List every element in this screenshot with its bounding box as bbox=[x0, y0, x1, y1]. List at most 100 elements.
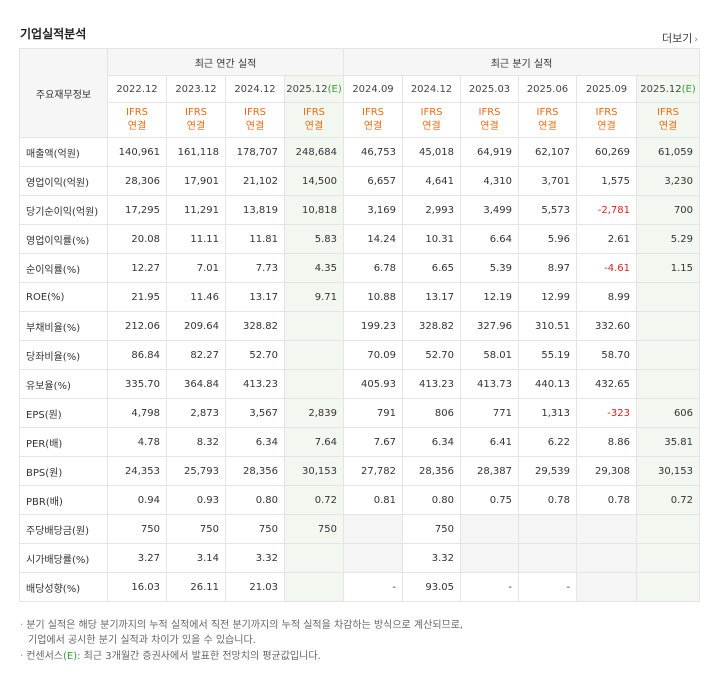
basis-type: 연결 bbox=[658, 121, 678, 132]
basis-header: IFRS 연결 bbox=[284, 102, 344, 138]
table-row: 당좌비율(%) 86.84 82.27 52.70 70.09 52.70 58.01 55.… bbox=[19, 340, 701, 370]
table-cell: 1,313 bbox=[518, 398, 577, 428]
table-cell bbox=[635, 514, 701, 544]
table-cell: 26.11 bbox=[166, 572, 226, 602]
period-label: 2025.12 bbox=[286, 83, 328, 95]
table-cell: 364.84 bbox=[166, 369, 226, 399]
table-cell: 806 bbox=[402, 398, 461, 428]
table-cell: 4,798 bbox=[107, 398, 167, 428]
table-cell: 161,118 bbox=[166, 137, 226, 167]
basis-standard: IFRS bbox=[420, 107, 443, 118]
table-cell: 0.72 bbox=[284, 485, 344, 515]
table-cell: 11.81 bbox=[225, 224, 285, 254]
estimate-mark: (E) bbox=[681, 83, 696, 95]
period-header: 2025.09 bbox=[576, 75, 637, 103]
basis-header: IFRS 연결 bbox=[166, 102, 226, 138]
table-cell: 3.32 bbox=[402, 543, 461, 573]
table-cell: 21.03 bbox=[225, 572, 285, 602]
annual-group-header: 최근 연간 실적 bbox=[107, 48, 344, 76]
table-cell: 28,306 bbox=[107, 166, 167, 196]
table-cell: 5,573 bbox=[518, 195, 577, 225]
estimate-mark: (E) bbox=[327, 83, 342, 95]
table-cell: 700 bbox=[635, 195, 701, 225]
table-cell: 3.14 bbox=[166, 543, 226, 573]
table-cell: 6.41 bbox=[460, 427, 519, 457]
more-link[interactable]: 더보기 › bbox=[662, 30, 698, 46]
table-cell: 17,295 bbox=[107, 195, 167, 225]
table-row: 시가배당률(%) 3.27 3.14 3.32 3.32 bbox=[19, 543, 701, 573]
table-row: EPS(원) 4,798 2,873 3,567 2,839 791 806 771 1,313… bbox=[19, 398, 701, 428]
table-cell: 3.27 bbox=[107, 543, 167, 573]
table-cell: 52.70 bbox=[402, 340, 461, 370]
section-title: 기업실적분석 bbox=[20, 27, 87, 41]
table-cell: 771 bbox=[460, 398, 519, 428]
row-label: 주당배당금(원) bbox=[19, 514, 108, 544]
table-cell bbox=[635, 543, 701, 573]
period-header: 2024.12 bbox=[402, 75, 461, 103]
table-cell: 7.73 bbox=[225, 253, 285, 283]
table-cell: 10.31 bbox=[402, 224, 461, 254]
table-cell bbox=[518, 514, 577, 544]
table-cell bbox=[576, 543, 637, 573]
row-label: 당좌비율(%) bbox=[19, 340, 108, 370]
footnote-line-3-prefix: 컨센서스 bbox=[26, 651, 63, 662]
more-label: 더보기 bbox=[662, 32, 693, 45]
basis-type: 연결 bbox=[538, 121, 557, 132]
table-cell: 310.51 bbox=[518, 311, 577, 341]
table-cell: 3,567 bbox=[225, 398, 285, 428]
table-cell: 750 bbox=[107, 514, 167, 544]
table-cell: 28,356 bbox=[225, 456, 285, 486]
period-label: 2025.06 bbox=[526, 83, 569, 95]
table-cell: 7.64 bbox=[284, 427, 344, 457]
row-label: BPS(원) bbox=[19, 456, 108, 486]
period-header: 2025.12(E) bbox=[284, 75, 344, 103]
table-cell: 12.19 bbox=[460, 282, 519, 312]
table-cell: 6.64 bbox=[460, 224, 519, 254]
table-cell: 8.97 bbox=[518, 253, 577, 283]
table-cell: 12.99 bbox=[518, 282, 577, 312]
table-cell: 13.17 bbox=[225, 282, 285, 312]
table-cell: 6.34 bbox=[225, 427, 285, 457]
basis-header-row: IFRS 연결 IFRS 연결 IFRS 연결 IFRS 연결 IFRS 연결 IFRS 연결 IFRS… bbox=[20, 102, 701, 138]
table-cell: 606 bbox=[635, 398, 701, 428]
period-header: 2023.12 bbox=[166, 75, 226, 103]
table-cell: 2,873 bbox=[166, 398, 226, 428]
table-row: BPS(원) 24,353 25,793 28,356 30,153 27,782 28,3… bbox=[19, 456, 701, 486]
table-cell: 6.65 bbox=[402, 253, 461, 283]
table-cell: 14.24 bbox=[343, 224, 403, 254]
table-cell: 13.17 bbox=[402, 282, 461, 312]
table-cell: 178,707 bbox=[225, 137, 285, 167]
table-cell: 1.15 bbox=[635, 253, 701, 283]
row-label: PER(배) bbox=[19, 427, 108, 457]
table-cell: -2,781 bbox=[576, 195, 637, 225]
row-label: 순이익률(%) bbox=[19, 253, 108, 283]
table-cell: 61,059 bbox=[635, 137, 701, 167]
basis-standard: IFRS bbox=[244, 107, 266, 118]
table-cell: 209.64 bbox=[166, 311, 226, 341]
footnote-consensus: · 컨센서스(E): 최근 3개월간 증권사에서 발표한 전망치의 평균값입니다. bbox=[20, 649, 321, 664]
table-cell: 70.09 bbox=[343, 340, 403, 370]
table-cell bbox=[284, 311, 344, 341]
table-cell: 35.81 bbox=[635, 427, 701, 457]
table-cell: 8.86 bbox=[576, 427, 637, 457]
table-cell: 0.80 bbox=[225, 485, 285, 515]
table-cell: - bbox=[460, 572, 519, 602]
table-cell: 11,291 bbox=[166, 195, 226, 225]
period-header: 2024.12 bbox=[225, 75, 285, 103]
row-label: ROE(%) bbox=[19, 282, 108, 312]
row-label: 시가배당률(%) bbox=[19, 543, 108, 573]
basis-type: 연결 bbox=[304, 121, 324, 132]
row-label: 배당성향(%) bbox=[19, 572, 108, 602]
table-cell bbox=[576, 572, 637, 602]
table-cell: 8.99 bbox=[576, 282, 637, 312]
table-cell: 2,839 bbox=[284, 398, 344, 428]
basis-standard: IFRS bbox=[478, 107, 501, 118]
period-header: 2022.12 bbox=[107, 75, 167, 103]
table-cell: 0.81 bbox=[343, 485, 403, 515]
table-cell: 82.27 bbox=[166, 340, 226, 370]
table-cell bbox=[343, 543, 403, 573]
table-cell: 21,102 bbox=[225, 166, 285, 196]
table-cell: 5.96 bbox=[518, 224, 577, 254]
basis-header: IFRS 연결 bbox=[343, 102, 403, 138]
table-cell bbox=[635, 282, 701, 312]
